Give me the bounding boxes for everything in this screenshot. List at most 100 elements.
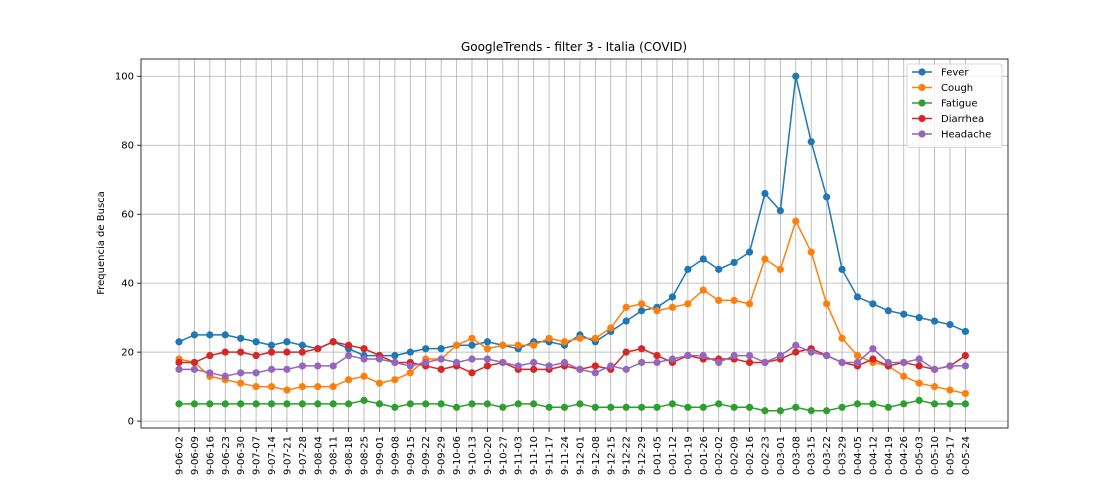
x-tick-label: 9-09-01 bbox=[375, 436, 386, 475]
data-point bbox=[391, 376, 399, 384]
data-point bbox=[715, 296, 723, 305]
data-point bbox=[715, 265, 723, 273]
data-point bbox=[745, 358, 754, 367]
data-point bbox=[530, 341, 538, 349]
data-point bbox=[915, 362, 923, 370]
x-tick-label: 9-07-21 bbox=[282, 436, 293, 475]
data-point bbox=[915, 355, 923, 363]
data-point bbox=[345, 351, 353, 360]
data-point bbox=[668, 293, 677, 301]
data-point bbox=[869, 345, 877, 353]
data-point bbox=[576, 334, 584, 342]
legend-marker bbox=[918, 68, 926, 76]
x-tick-label: 9-06-23 bbox=[221, 436, 232, 475]
data-point bbox=[329, 362, 337, 370]
x-tick-label: 0-04-12 bbox=[868, 436, 879, 475]
x-tick-label: 9-08-25 bbox=[360, 436, 371, 475]
data-point bbox=[422, 400, 430, 408]
data-point bbox=[684, 265, 692, 273]
data-point bbox=[283, 348, 291, 356]
data-point bbox=[267, 400, 276, 408]
data-point bbox=[360, 345, 368, 353]
data-point bbox=[545, 403, 553, 411]
data-point bbox=[838, 334, 846, 342]
data-point bbox=[483, 362, 491, 370]
data-point bbox=[853, 358, 862, 367]
legend-label: Fatigue bbox=[941, 99, 978, 110]
data-point bbox=[499, 403, 507, 411]
data-point bbox=[715, 400, 723, 408]
data-point bbox=[391, 351, 399, 360]
x-tick-label: 9-11-10 bbox=[529, 436, 540, 475]
data-point bbox=[730, 351, 738, 360]
data-point bbox=[869, 355, 877, 363]
data-point bbox=[283, 386, 291, 394]
data-point bbox=[360, 355, 368, 363]
data-point bbox=[345, 341, 353, 349]
data-point bbox=[761, 407, 769, 415]
data-point bbox=[622, 365, 630, 373]
x-tick-label: 9-11-03 bbox=[514, 436, 525, 475]
data-point bbox=[437, 400, 445, 408]
data-point bbox=[437, 365, 445, 373]
data-point bbox=[638, 358, 646, 367]
data-point bbox=[576, 365, 584, 373]
data-point bbox=[252, 369, 260, 377]
data-point bbox=[807, 138, 815, 146]
x-tick-label: 0-02-02 bbox=[714, 436, 725, 475]
data-point bbox=[530, 400, 538, 408]
data-point bbox=[730, 296, 738, 305]
data-point bbox=[267, 383, 276, 391]
series-fatigue bbox=[175, 396, 970, 415]
x-tick-label: 9-06-02 bbox=[175, 436, 186, 475]
x-axis-ticks: 9-06-02 9-06-09 9-06-16 9-06-23 9-06-30 9-07-… bbox=[175, 428, 972, 475]
data-point bbox=[915, 396, 923, 405]
data-point bbox=[345, 400, 353, 408]
x-tick-label: 9-06-16 bbox=[205, 436, 216, 475]
data-point bbox=[915, 314, 923, 322]
data-point bbox=[391, 403, 399, 411]
data-point bbox=[900, 372, 908, 380]
data-point bbox=[530, 365, 538, 373]
data-point bbox=[314, 383, 322, 391]
data-point bbox=[514, 362, 522, 370]
data-point bbox=[591, 362, 599, 370]
x-tick-label: 9-10-13 bbox=[467, 436, 478, 475]
data-point bbox=[560, 403, 569, 411]
chart-title: GoogleTrends - filter 3 - Italia (COVID) bbox=[461, 40, 687, 54]
x-tick-label: 0-04-26 bbox=[899, 436, 910, 475]
x-tick-label: 0-01-26 bbox=[699, 436, 710, 475]
data-point bbox=[946, 400, 954, 408]
x-tick-label: 9-06-30 bbox=[236, 436, 247, 475]
data-point bbox=[283, 365, 291, 373]
data-point bbox=[514, 400, 522, 408]
data-point bbox=[684, 403, 692, 411]
data-point bbox=[699, 255, 707, 263]
data-point bbox=[946, 320, 954, 329]
data-point bbox=[252, 338, 260, 346]
data-point bbox=[930, 317, 939, 325]
data-point bbox=[823, 193, 831, 201]
data-point bbox=[900, 358, 908, 367]
data-point bbox=[175, 365, 183, 373]
series-cough bbox=[175, 217, 970, 398]
data-point bbox=[638, 307, 646, 315]
data-point bbox=[653, 351, 661, 360]
data-point bbox=[684, 300, 692, 308]
data-point bbox=[668, 355, 677, 363]
data-point bbox=[930, 365, 939, 373]
x-tick-label: 0-01-19 bbox=[683, 436, 694, 475]
data-point bbox=[730, 258, 738, 267]
data-point bbox=[884, 358, 892, 367]
series-headache bbox=[175, 341, 970, 380]
data-point bbox=[530, 358, 538, 367]
data-point bbox=[869, 300, 877, 308]
data-point bbox=[668, 303, 677, 311]
data-point bbox=[745, 403, 754, 411]
data-point bbox=[560, 358, 569, 367]
x-tick-label: 9-06-09 bbox=[190, 436, 201, 475]
data-point bbox=[884, 307, 892, 315]
x-tick-label: 9-11-24 bbox=[560, 436, 571, 475]
legend-marker bbox=[918, 83, 926, 92]
data-point bbox=[792, 403, 800, 411]
